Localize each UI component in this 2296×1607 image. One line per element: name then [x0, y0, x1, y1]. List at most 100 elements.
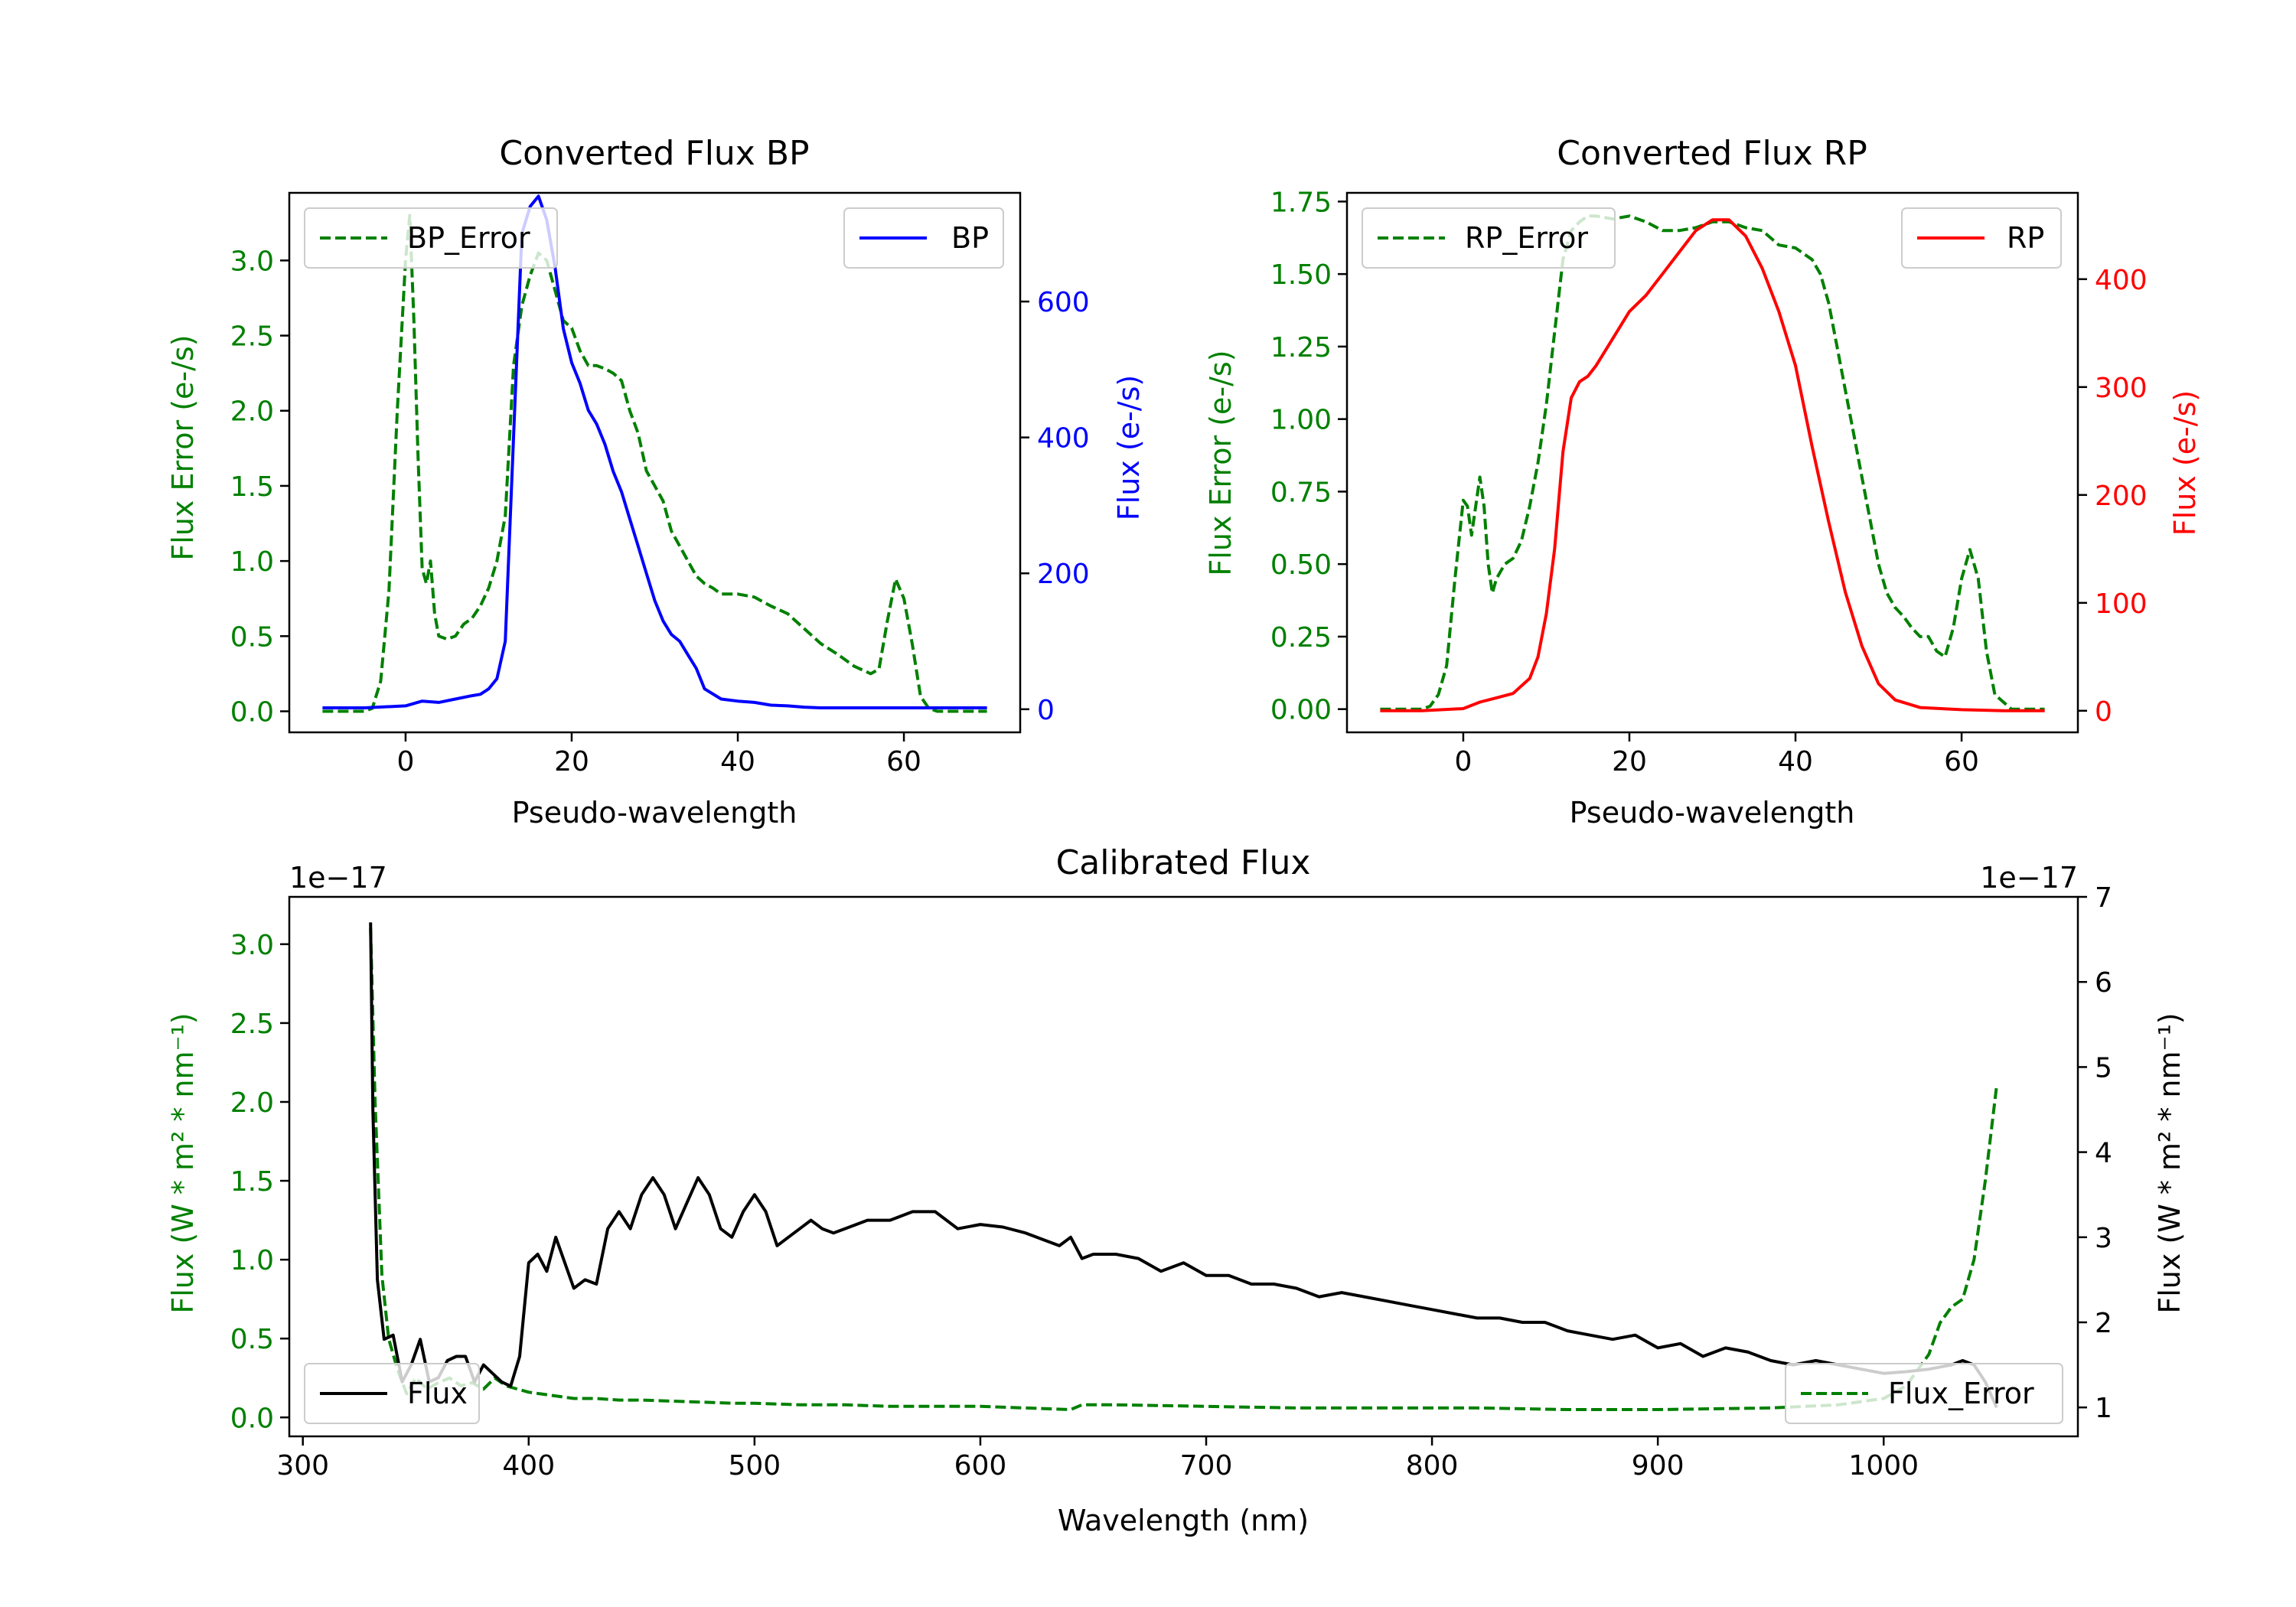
- cal-ytick-left-label: 3.0: [230, 930, 274, 961]
- rp-ytick-right-label: 300: [2095, 373, 2148, 404]
- rp-legend-left: RP_Error: [1362, 207, 1616, 269]
- cal-ytick-left-label: 0.5: [230, 1324, 274, 1355]
- bp-ytick-left-label: 1.5: [230, 471, 274, 503]
- cal-frame: [288, 895, 2079, 1438]
- cal-ytick-right-label: 2: [2095, 1308, 2112, 1339]
- rp-ytick-left-label: 1.00: [1270, 405, 1332, 436]
- rp-xtick-label: 40: [1778, 746, 1813, 777]
- bp-series-bp: [322, 194, 987, 709]
- bp-ytick-right-label: 600: [1037, 287, 1090, 318]
- cal-xtick-label: 300: [276, 1450, 329, 1482]
- rp-ytick-right-label: 400: [2095, 265, 2148, 296]
- rp-legend-left-label: RP_Error: [1465, 221, 1588, 255]
- rp-ticks: 0 20 40 60 0.00 0.25 0.50 0.75 1.00 1.25 1.50 1.75 0…: [1270, 187, 2148, 777]
- bp-series-bp-error: [322, 214, 987, 713]
- bp-xtick-label: 40: [720, 746, 755, 777]
- cal-xtick-label: 900: [1632, 1450, 1684, 1482]
- cal-xtick-label: 1000: [1848, 1450, 1919, 1482]
- cal-xlabel: Wavelength (nm): [1058, 1504, 1309, 1537]
- rp-series-rp-error: [1380, 214, 2045, 711]
- bp-ticks: 0 20 40 60 0.0 0.5 1.0 1.5 2.0 2.5 3.0 0 200 400 600: [230, 246, 1090, 777]
- cal-ytick-right-label: 3: [2095, 1223, 2112, 1254]
- bp-ytick-left-label: 0.0: [230, 697, 274, 729]
- cal-ytick-left-label: 2.0: [230, 1087, 274, 1119]
- rp-ytick-left-label: 0.75: [1270, 477, 1332, 508]
- cal-legend-right-label: Flux_Error: [1888, 1377, 2034, 1410]
- cal-offset-left: 1e−17: [289, 861, 387, 895]
- bp-xtick-label: 60: [886, 746, 921, 777]
- bp-legend-right-label: BP: [951, 221, 989, 255]
- cal-ytick-right-label: 5: [2095, 1052, 2112, 1084]
- cal-xtick-label: 400: [502, 1450, 555, 1482]
- bp-xlabel: Pseudo-wavelength: [512, 796, 797, 830]
- cal-series-flux-error: [369, 928, 1998, 1411]
- bp-ytick-left-label: 2.0: [230, 396, 274, 428]
- rp-ytick-left-label: 0.50: [1270, 549, 1332, 581]
- cal-ytick-right-label: 7: [2095, 882, 2112, 914]
- rp-xlabel: Pseudo-wavelength: [1570, 796, 1855, 830]
- cal-ytick-left-label: 0.0: [230, 1403, 274, 1434]
- bp-title: Converted Flux BP: [499, 134, 809, 173]
- cal-ylabel-left: Flux (W * m² * nm⁻¹): [166, 1012, 200, 1313]
- rp-legend-right: RP: [1901, 207, 2062, 269]
- cal-xtick-label: 700: [1180, 1450, 1233, 1482]
- cal-ytick-right-label: 6: [2095, 967, 2112, 999]
- cal-ytick-left-label: 1.0: [230, 1245, 274, 1276]
- bp-xtick-label: 0: [396, 746, 414, 777]
- cal-ticks: 300 400 500 600 700 800 900 1000 0.0 0.5 1.0 1.5 2.0…: [230, 882, 2112, 1482]
- bp-legend-right: BP: [843, 207, 1004, 269]
- rp-ytick-left-label: 1.25: [1270, 332, 1332, 363]
- bp-ytick-left-label: 1.0: [230, 546, 274, 578]
- rp-xtick-label: 0: [1454, 746, 1472, 777]
- rp-ylabel-right: Flux (e-/s): [2168, 390, 2202, 536]
- panel-rp: Converted Flux RP Pseudo-wavelength Flux…: [1204, 134, 2202, 830]
- cal-offset-right: 1e−17: [1980, 861, 2078, 895]
- bp-ytick-right-label: 400: [1037, 423, 1090, 455]
- bp-ytick-left-label: 2.5: [230, 321, 274, 353]
- cal-ytick-left-label: 1.5: [230, 1166, 274, 1198]
- bp-ytick-right-label: 200: [1037, 559, 1090, 590]
- bp-ytick-left-label: 3.0: [230, 246, 274, 277]
- cal-title: Calibrated Flux: [1056, 843, 1311, 882]
- cal-xtick-label: 600: [954, 1450, 1007, 1482]
- bp-ylabel-right: Flux (e-/s): [1112, 375, 1146, 520]
- cal-ytick-left-label: 2.5: [230, 1009, 274, 1040]
- rp-ytick-right-label: 100: [2095, 588, 2148, 620]
- cal-legend-left-box: [304, 1363, 480, 1424]
- bp-frame: [288, 191, 1022, 734]
- rp-legend-left-box: [1362, 207, 1616, 269]
- bp-ylabel-left: Flux Error (e-/s): [166, 334, 200, 560]
- panel-bp: Converted Flux BP Pseudo-wavelength Flux…: [166, 134, 1146, 830]
- bp-ytick-left-label: 0.5: [230, 621, 274, 653]
- rp-lines: [1380, 214, 2045, 712]
- rp-title: Converted Flux RP: [1557, 134, 1867, 173]
- bp-legend-left: BP_Error: [304, 207, 558, 269]
- bp-legend-left-label: BP_Error: [407, 221, 530, 255]
- rp-xtick-label: 60: [1944, 746, 1979, 777]
- rp-ytick-left-label: 0.25: [1270, 622, 1332, 654]
- cal-xtick-label: 800: [1406, 1450, 1459, 1482]
- rp-ytick-left-label: 1.50: [1270, 259, 1332, 291]
- cal-legend-right: Flux_Error: [1785, 1363, 2063, 1424]
- cal-legend-left: Flux: [304, 1363, 480, 1424]
- panel-calibrated: Calibrated Flux Wavelength (nm) Flux (W …: [166, 843, 2187, 1537]
- bp-ytick-right-label: 0: [1037, 695, 1055, 726]
- bp-lines: [322, 194, 987, 713]
- rp-xtick-label: 20: [1612, 746, 1647, 777]
- rp-ytick-left-label: 0.00: [1270, 695, 1332, 726]
- rp-ytick-right-label: 0: [2095, 696, 2112, 728]
- cal-xtick-label: 500: [728, 1450, 781, 1482]
- cal-ytick-right-label: 4: [2095, 1138, 2112, 1169]
- rp-ylabel-left: Flux Error (e-/s): [1204, 350, 1238, 575]
- cal-legend-left-label: Flux: [407, 1377, 468, 1410]
- rp-series-rp: [1380, 218, 2045, 712]
- rp-frame: [1345, 191, 2079, 734]
- cal-series-flux: [369, 922, 1998, 1409]
- rp-legend-right-label: RP: [2007, 221, 2044, 255]
- bp-legend-left-box: [304, 207, 558, 269]
- bp-xtick-label: 20: [554, 746, 589, 777]
- rp-ytick-left-label: 1.75: [1270, 187, 1332, 218]
- cal-ytick-right-label: 1: [2095, 1393, 2112, 1424]
- cal-lines: [369, 922, 1998, 1411]
